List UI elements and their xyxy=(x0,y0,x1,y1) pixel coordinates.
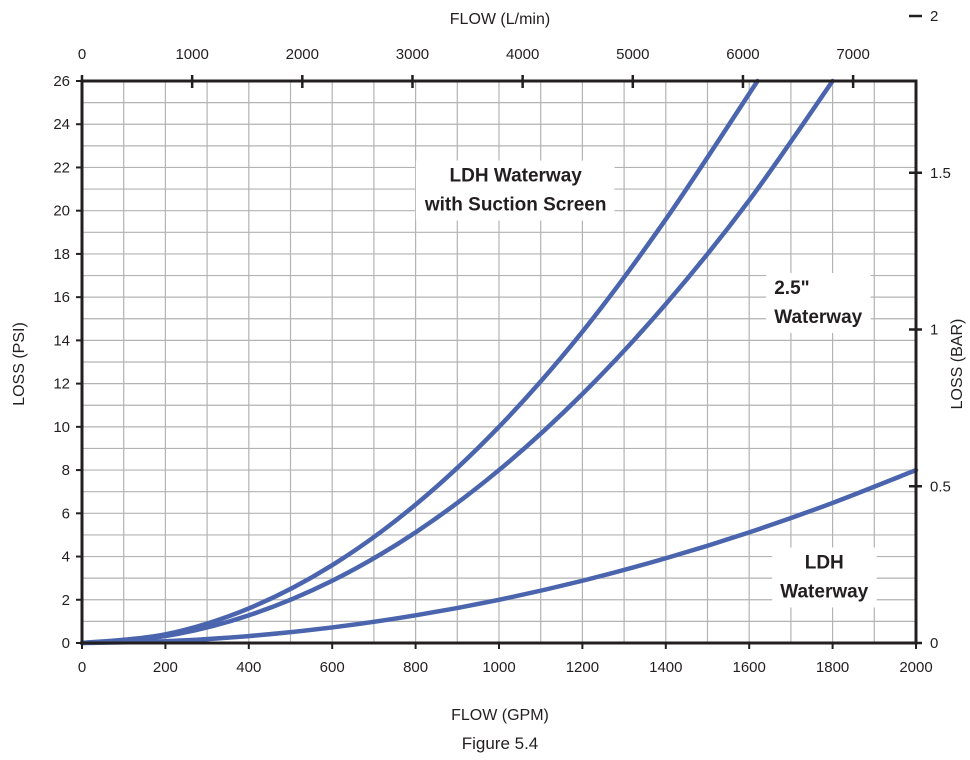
y-tick-label: 26 xyxy=(53,73,70,90)
annotation-text: Waterway xyxy=(780,581,868,602)
y2-axis-title: LOSS (BAR) xyxy=(949,319,966,410)
annotation-box xyxy=(766,272,871,333)
y-axis-title: LOSS (PSI) xyxy=(11,322,28,406)
y2-tick-label: 0.5 xyxy=(930,478,951,495)
x2-tick-label: 0 xyxy=(78,46,86,63)
y2-tick-label: 1 xyxy=(930,322,938,339)
x-tick-label: 600 xyxy=(320,659,345,676)
x2-tick-label: 5000 xyxy=(616,46,649,63)
series-line-1 xyxy=(79,78,760,646)
x-tick-label: 1200 xyxy=(566,659,599,676)
x-tick-label: 200 xyxy=(153,659,178,676)
y-tick-label: 12 xyxy=(53,376,70,393)
annotation-text: Waterway xyxy=(774,307,862,328)
y-tick-label: 2 xyxy=(62,592,70,609)
x2-tick-label: 6000 xyxy=(726,46,759,63)
y-tick-label: 18 xyxy=(53,246,70,263)
x2-tick-label: 2000 xyxy=(286,46,319,63)
y-tick-label: 24 xyxy=(53,116,70,133)
series-layer xyxy=(79,78,919,646)
x-tick-label: 1800 xyxy=(816,659,849,676)
axes xyxy=(76,14,922,649)
annotation-text: 2.5" xyxy=(774,278,809,299)
figure-caption: Figure 5.4 xyxy=(462,734,539,753)
x2-tick-label: 1000 xyxy=(175,46,208,63)
y-tick-label: 20 xyxy=(53,203,70,220)
y2-tick-label: 1.5 xyxy=(930,165,951,182)
y-tick-label: 10 xyxy=(53,419,70,436)
annotation-text: with Suction Screen xyxy=(424,195,607,216)
annotation-box xyxy=(415,160,615,221)
y-tick-label: 14 xyxy=(53,332,70,349)
y-tick-label: 16 xyxy=(53,289,70,306)
x2-tick-label: 7000 xyxy=(836,46,869,63)
y-tick-label: 6 xyxy=(62,505,70,522)
annotation-box xyxy=(772,547,877,608)
y-tick-label: 8 xyxy=(62,462,70,479)
y-tick-label: 4 xyxy=(62,549,70,566)
x-tick-label: 800 xyxy=(403,659,428,676)
annotation-1: LDH Waterway with Suction Screen xyxy=(415,160,615,221)
x-tick-label: 2000 xyxy=(899,659,932,676)
x2-axis-title: FLOW (L/min) xyxy=(450,11,550,28)
annotation-3: LDH Waterway xyxy=(772,547,877,608)
x2-tick-label: 4000 xyxy=(506,46,539,63)
y-tick-label: 0 xyxy=(62,635,70,652)
x-tick-label: 0 xyxy=(78,659,86,676)
annotation-text: LDH xyxy=(805,552,844,573)
x-tick-label: 1400 xyxy=(649,659,682,676)
tick-labels: 0 200 400 600 800 1000 1200 1400 1600 1800 2000024… xyxy=(53,8,951,676)
x-axis-title: FLOW (GPM) xyxy=(451,707,549,724)
series-line-3 xyxy=(79,467,919,646)
x-tick-label: 400 xyxy=(236,659,261,676)
x2-tick-label: 3000 xyxy=(396,46,429,63)
y2-tick-label: 0 xyxy=(930,635,938,652)
y-tick-label: 22 xyxy=(53,159,70,176)
x-tick-label: 1000 xyxy=(482,659,515,676)
x-tick-label: 1600 xyxy=(733,659,766,676)
series-line-2 xyxy=(79,78,835,646)
y2-tick-label: 2 xyxy=(930,8,938,25)
annotation-2: 2.5" Waterway xyxy=(766,272,871,333)
annotation-text: LDH Waterway xyxy=(450,166,583,187)
annotations: LDH Waterway with Suction Screen 2.5" Water… xyxy=(415,160,877,608)
